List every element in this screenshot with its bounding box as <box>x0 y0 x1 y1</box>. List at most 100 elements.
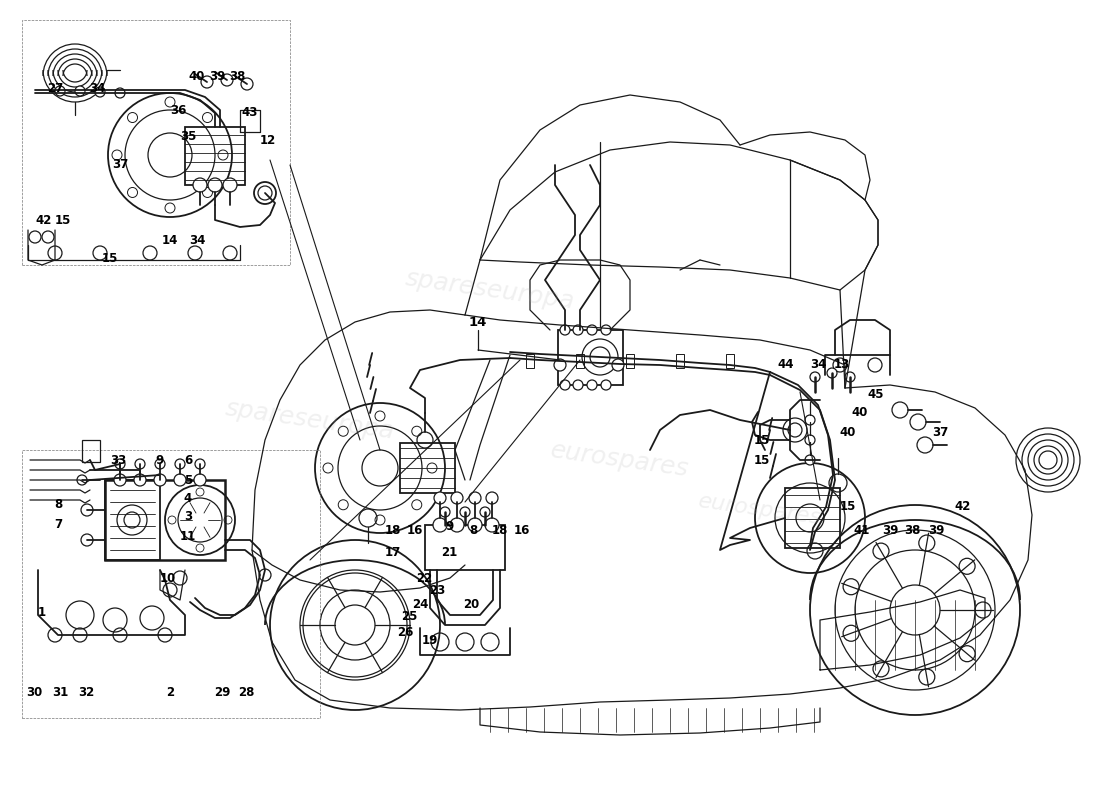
Bar <box>82 440 100 462</box>
Bar <box>400 443 455 493</box>
Circle shape <box>194 474 206 486</box>
Text: spareseuropa: spareseuropa <box>404 266 576 314</box>
Circle shape <box>560 380 570 390</box>
Circle shape <box>174 474 186 486</box>
Circle shape <box>485 518 499 532</box>
Bar <box>185 127 245 185</box>
Text: 9: 9 <box>156 454 164 466</box>
Circle shape <box>81 504 94 516</box>
Circle shape <box>201 76 213 88</box>
Text: 24: 24 <box>411 598 428 610</box>
Circle shape <box>75 86 85 96</box>
Circle shape <box>560 325 570 335</box>
Circle shape <box>433 518 447 532</box>
Text: 37: 37 <box>112 158 128 171</box>
Text: 34: 34 <box>89 82 106 94</box>
Circle shape <box>116 459 125 469</box>
Text: 34: 34 <box>810 358 826 371</box>
Bar <box>785 488 840 548</box>
Circle shape <box>195 459 205 469</box>
Bar <box>558 330 623 385</box>
Text: 27: 27 <box>47 82 63 94</box>
Text: 26: 26 <box>397 626 414 638</box>
Text: 39: 39 <box>927 523 944 537</box>
Circle shape <box>827 368 837 378</box>
Text: 7: 7 <box>54 518 62 530</box>
Text: 23: 23 <box>429 583 446 597</box>
Text: 19: 19 <box>421 634 438 646</box>
Circle shape <box>587 325 597 335</box>
Text: spareseuropa: spareseuropa <box>223 396 396 444</box>
Circle shape <box>554 359 566 371</box>
Circle shape <box>55 86 65 96</box>
Text: 11: 11 <box>180 530 196 542</box>
Circle shape <box>155 459 165 469</box>
Circle shape <box>208 178 222 192</box>
Bar <box>676 354 684 368</box>
Circle shape <box>116 88 125 98</box>
Bar <box>726 354 734 368</box>
Circle shape <box>114 474 126 486</box>
Text: 5: 5 <box>184 474 192 486</box>
Text: 33: 33 <box>110 454 126 466</box>
Bar <box>576 354 584 368</box>
Text: 42: 42 <box>36 214 52 226</box>
Text: 34: 34 <box>189 234 206 246</box>
Circle shape <box>223 178 236 192</box>
Circle shape <box>601 380 610 390</box>
Text: 15: 15 <box>839 501 856 514</box>
Text: 39: 39 <box>209 70 226 83</box>
Circle shape <box>175 459 185 469</box>
Circle shape <box>587 380 597 390</box>
Bar <box>526 354 534 368</box>
Text: 1: 1 <box>37 606 46 618</box>
Circle shape <box>163 583 177 597</box>
Text: 42: 42 <box>955 501 971 514</box>
Circle shape <box>573 325 583 335</box>
Circle shape <box>154 474 166 486</box>
Text: 40: 40 <box>839 426 856 438</box>
Text: 38: 38 <box>904 523 921 537</box>
Text: 10: 10 <box>160 571 176 585</box>
Circle shape <box>460 507 470 517</box>
Text: 13: 13 <box>834 358 850 371</box>
Text: 41: 41 <box>854 523 870 537</box>
Circle shape <box>805 415 815 425</box>
Text: 44: 44 <box>778 358 794 371</box>
Bar <box>425 525 505 570</box>
Text: eurospares: eurospares <box>549 438 691 482</box>
Text: 3: 3 <box>184 510 192 522</box>
Circle shape <box>612 359 624 371</box>
Text: 4: 4 <box>184 491 192 505</box>
Circle shape <box>910 414 926 430</box>
Text: 12: 12 <box>260 134 276 146</box>
Bar <box>22 450 320 718</box>
Text: 8: 8 <box>54 498 62 510</box>
Circle shape <box>451 492 463 504</box>
Circle shape <box>440 507 450 517</box>
Circle shape <box>486 492 498 504</box>
Circle shape <box>95 87 104 97</box>
Text: 21: 21 <box>441 546 458 558</box>
Circle shape <box>573 380 583 390</box>
Text: 38: 38 <box>229 70 245 83</box>
Text: 16: 16 <box>407 523 424 537</box>
Text: 45: 45 <box>868 389 884 402</box>
Text: 2: 2 <box>166 686 174 698</box>
Text: 8: 8 <box>469 523 477 537</box>
Text: 9: 9 <box>444 521 453 534</box>
Circle shape <box>468 518 482 532</box>
Circle shape <box>805 435 815 445</box>
Text: 36: 36 <box>169 103 186 117</box>
Circle shape <box>810 372 820 382</box>
Circle shape <box>917 437 933 453</box>
Circle shape <box>805 455 815 465</box>
Bar <box>626 354 634 368</box>
Text: 32: 32 <box>78 686 95 698</box>
Text: 37: 37 <box>932 426 948 438</box>
Text: 40: 40 <box>851 406 868 418</box>
Text: 16: 16 <box>514 523 530 537</box>
Bar <box>22 20 290 265</box>
Circle shape <box>480 507 490 517</box>
Text: 14: 14 <box>469 315 487 329</box>
